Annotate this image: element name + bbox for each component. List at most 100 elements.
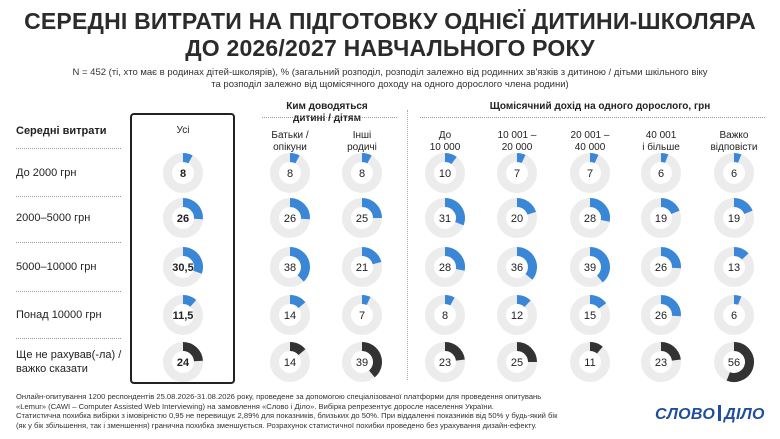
donut-arc (589, 198, 610, 222)
donut-value-label: 20 (511, 213, 523, 225)
donut-value-label: 26 (655, 262, 667, 274)
donut-value-label: 36 (511, 262, 523, 274)
title-line-2: ДО 2026/2027 НАВЧАЛЬНОГО РОКУ (185, 35, 595, 61)
row-label-line: важко сказати (16, 363, 88, 375)
donut-value-label: 15 (584, 310, 596, 322)
column-header: До 10 000 (405, 130, 485, 154)
donut-value-label: 31 (439, 213, 451, 225)
donut-value-label: 38 (284, 262, 296, 274)
donut-arc (289, 198, 310, 220)
donut-cell: 7 (570, 153, 610, 193)
donut-arc (444, 247, 465, 271)
column-header-line: Інші (352, 130, 372, 141)
donut-value-label: 23 (439, 357, 451, 369)
row-separator (16, 242, 121, 243)
donut-cell: 8 (270, 153, 310, 193)
donut-value-label: 14 (284, 357, 296, 369)
column-header-line: опікуни (273, 142, 307, 153)
donut-arc (589, 342, 603, 354)
donut-value-label: 12 (511, 310, 523, 322)
donut-value-label: 24 (177, 357, 190, 369)
row-label: 2000–5000 грн (16, 211, 90, 225)
relation-header-line-1: Ким доводяться (286, 101, 368, 112)
donut-arc (361, 198, 382, 219)
row-label-line: 2000–5000 грн (16, 212, 91, 224)
donut-arc (361, 247, 382, 265)
donut-value-label: 6 (658, 168, 664, 180)
donut-value-label: 23 (655, 357, 667, 369)
relation-header-line-2: дитині / дітям (293, 113, 361, 124)
donut-cell: 6 (714, 153, 754, 193)
donut-arc (733, 153, 742, 163)
footnote-line-4: (як у бік збільшення, так і зменшення) г… (16, 420, 537, 430)
donut-cell: 31 (425, 198, 465, 238)
column-header: Батьки / опікуни (250, 130, 330, 154)
donut-cell: 19 (714, 198, 754, 238)
donut-value-label: 11 (584, 357, 595, 369)
column-header-line: Батьки / (271, 130, 309, 141)
column-header-line: 20 000 (501, 142, 533, 153)
donut-arc (444, 198, 465, 226)
donut-value-label: 6 (731, 310, 737, 322)
donut-value-label: 30,5 (172, 262, 193, 274)
donut-value-label: 26 (284, 213, 296, 225)
donut-value-label: 7 (514, 168, 520, 180)
page-title: СЕРЕДНІ ВИТРАТИ НА ПІДГОТОВКУ ОДНІЄЇ ДИТ… (0, 8, 780, 62)
donut-arc (289, 153, 300, 164)
donut-arc (361, 153, 372, 164)
donut-arc (182, 247, 203, 274)
title-line-1: СЕРЕДНІ ВИТРАТИ НА ПІДГОТОВКУ ОДНІЄЇ ДИТ… (24, 8, 756, 34)
donut-arc (516, 153, 526, 164)
column-header-line: До (438, 130, 452, 141)
donut-value-label: 11,5 (173, 310, 194, 322)
donut-value-label: 6 (731, 168, 737, 180)
donut-value-label: 21 (356, 262, 368, 274)
donut-cell: 14 (270, 342, 310, 382)
donut-arc (289, 295, 306, 309)
donut-value-label: 13 (728, 262, 740, 274)
column-header-line: Усі (176, 125, 190, 136)
donut-value-label: 26 (655, 310, 667, 322)
donut-value-label: 39 (356, 357, 368, 369)
donut-cell: 26 (641, 247, 681, 287)
donut-cell: 20 (497, 198, 537, 238)
donut-cell: 7 (497, 153, 537, 193)
donut-value-label: 8 (287, 168, 293, 180)
donut-value-label: 26 (177, 213, 189, 225)
donut-arc (361, 342, 382, 378)
column-header-line: родичі (347, 142, 377, 153)
column-header: Усі (143, 125, 223, 137)
donut-arc (733, 247, 749, 260)
donut-arc (516, 295, 531, 308)
donut-cell: 14 (270, 295, 310, 335)
group-divider (407, 110, 408, 380)
donut-arc (182, 198, 203, 220)
donut-arc (289, 342, 306, 356)
donut-value-label: 56 (728, 357, 740, 369)
donut-cell: 36 (497, 247, 537, 287)
brand-logo: СЛОВО ДІЛО (655, 405, 765, 431)
donut-arc (516, 342, 537, 363)
donut-arc (289, 247, 310, 282)
donut-cell: 6 (714, 295, 754, 335)
column-header-line: Важко (719, 130, 749, 141)
column-header-line: і більше (642, 142, 680, 153)
donut-cell: 8 (163, 153, 203, 193)
income-header-rule (420, 117, 765, 118)
donut-cell: 15 (570, 295, 610, 335)
row-separator (16, 291, 121, 292)
column-header: 20 001 –40 000 (550, 130, 630, 154)
column-header: 10 001 –20 000 (477, 130, 557, 154)
donut-arc (589, 247, 610, 283)
donut-arc (660, 153, 669, 163)
column-header-line: 10 000 (429, 142, 461, 153)
row-label: Понад 10000 грн (16, 308, 102, 322)
income-group-header: Щомісячний дохід на одного дорослого, гр… (489, 101, 711, 112)
donut-value-label: 7 (587, 168, 593, 180)
donut-cell: 21 (342, 247, 382, 287)
donut-cell: 7 (342, 295, 382, 335)
footnote-line-3: Статистична похибка вибірки з імовірніст… (16, 411, 558, 421)
donut-value-label: 19 (728, 213, 740, 225)
donut-arc (444, 153, 457, 165)
